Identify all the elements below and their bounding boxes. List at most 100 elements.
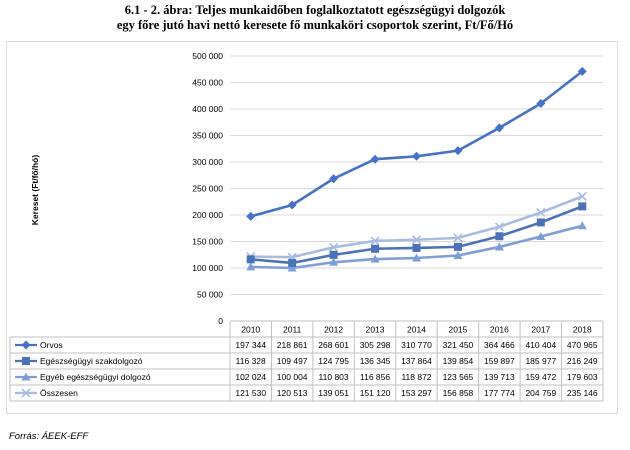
data-label: 179 603: [567, 372, 598, 382]
data-label: 110 803: [319, 372, 349, 382]
y-tick-labels: 0 50 000 100 000 150 000 200 000 250 000 300 0…: [192, 51, 223, 326]
series-layer: [246, 66, 587, 272]
data-point: [21, 388, 31, 398]
y-tick-label: 150 000: [192, 237, 223, 247]
data-point: [21, 340, 31, 350]
data-label: 102 024: [235, 372, 266, 382]
legend-label: Egyéb egészségügyi dolgozó: [40, 372, 151, 382]
data-point: [536, 207, 546, 218]
y-tick-label: 400 000: [192, 104, 223, 114]
chart-frame: [6, 41, 618, 414]
series-orvos: [246, 66, 587, 221]
data-point: [411, 235, 422, 245]
y-tick-label: 250 000: [192, 184, 223, 194]
data-point: [288, 258, 297, 267]
data-point: [22, 357, 30, 365]
data-point: [453, 233, 463, 243]
source-note: Forrás: ÁEEK-EFF: [9, 431, 89, 442]
data-label: 100 004: [277, 372, 308, 382]
x-tick-label: 2014: [407, 325, 426, 335]
y-tick-label: 0: [218, 316, 223, 326]
series-egészségügyi-szakdolgozó: [246, 202, 587, 267]
data-point: [246, 211, 256, 221]
data-point: [246, 255, 255, 264]
legend-label: Összesen: [40, 388, 78, 398]
data-label: 218 861: [277, 340, 308, 350]
data-label: 156 858: [443, 388, 474, 398]
data-point: [577, 66, 587, 76]
y-tick-label: 50 000: [197, 290, 223, 300]
data-label: 123 565: [443, 372, 474, 382]
chart-title-line-2: egy főre jutó havi nettó keresete fő mun…: [116, 18, 514, 32]
y-axis-label: Kereset (Ft/fő/hó): [30, 155, 40, 226]
data-label: 268 601: [318, 340, 349, 350]
data-point: [246, 262, 256, 271]
data-point: [577, 191, 587, 201]
y-tick-label: 100 000: [192, 263, 223, 273]
data-point: [370, 236, 380, 246]
data-label: 235 146: [567, 388, 598, 398]
chart-title: 6.1 - 2. ábra: Teljes munkaidőben foglal…: [0, 3, 630, 33]
data-label: 137 864: [401, 356, 432, 366]
data-point: [370, 154, 380, 164]
data-point: [287, 200, 297, 210]
data-point: [494, 222, 504, 232]
data-point: [536, 218, 545, 227]
data-point: [412, 151, 421, 161]
data-point: [536, 98, 546, 108]
data-label: 410 404: [525, 340, 556, 350]
data-label: 177 774: [484, 388, 515, 398]
data-point: [453, 251, 463, 260]
y-tick-label: 200 000: [192, 210, 223, 220]
data-point: [412, 253, 421, 262]
data-point: [329, 174, 339, 184]
data-point: [494, 123, 504, 133]
data-label: 136 345: [360, 356, 391, 366]
data-label: 116 328: [236, 356, 266, 366]
data-label: 153 297: [401, 388, 432, 398]
data-label: 197 344: [235, 340, 266, 350]
data-point: [453, 146, 463, 156]
data-label: 364 466: [484, 340, 515, 350]
data-label: 139 051: [318, 388, 349, 398]
legend-label: Orvos: [40, 340, 63, 350]
y-tick-label: 300 000: [192, 157, 223, 167]
series-egyéb-egészségügyi-dolgozó: [246, 221, 587, 272]
chart-title-line-1: 6.1 - 2. ábra: Teljes munkaidőben foglal…: [124, 3, 506, 17]
x-tick-label: 2010: [241, 325, 260, 335]
x-tick-label: 2013: [366, 325, 385, 335]
data-point: [577, 221, 587, 230]
x-tick-label: 2016: [490, 325, 509, 335]
data-point: [578, 202, 587, 211]
data-label: 139 713: [484, 372, 515, 382]
x-tick-label: 2012: [324, 325, 343, 335]
data-point: [371, 244, 380, 253]
x-tick-label: 2011: [283, 325, 302, 335]
y-tick-label: 500 000: [192, 51, 223, 61]
x-tick-label: 2015: [448, 325, 467, 335]
data-point: [494, 242, 504, 251]
data-point: [495, 232, 504, 241]
data-point: [412, 243, 421, 252]
data-label: 216 249: [567, 356, 598, 366]
legend-label: Egészségügyi szakdolgozó: [40, 356, 143, 366]
data-label: 151 120: [360, 388, 391, 398]
y-tick-label: 450 000: [192, 78, 223, 88]
x-tick-label: 2018: [573, 325, 592, 335]
data-label: 159 472: [525, 372, 556, 382]
series-line: [250, 70, 584, 218]
data-point: [21, 372, 31, 381]
data-label: 109 497: [277, 356, 308, 366]
data-table: 2010 2011 2012 2013 2014 2015 2016 2017 2018 Orvo…: [9, 320, 604, 402]
data-label: 139 854: [443, 356, 474, 366]
data-label: 321 450: [443, 340, 474, 350]
data-label: 185 977: [525, 356, 556, 366]
data-label: 120 513: [277, 388, 308, 398]
x-tick-label: 2017: [531, 325, 550, 335]
data-label: 121 530: [235, 388, 266, 398]
data-label: 159 897: [484, 356, 515, 366]
data-label: 116 856: [360, 372, 390, 382]
data-point: [536, 231, 546, 240]
data-label: 118 872: [401, 372, 431, 382]
